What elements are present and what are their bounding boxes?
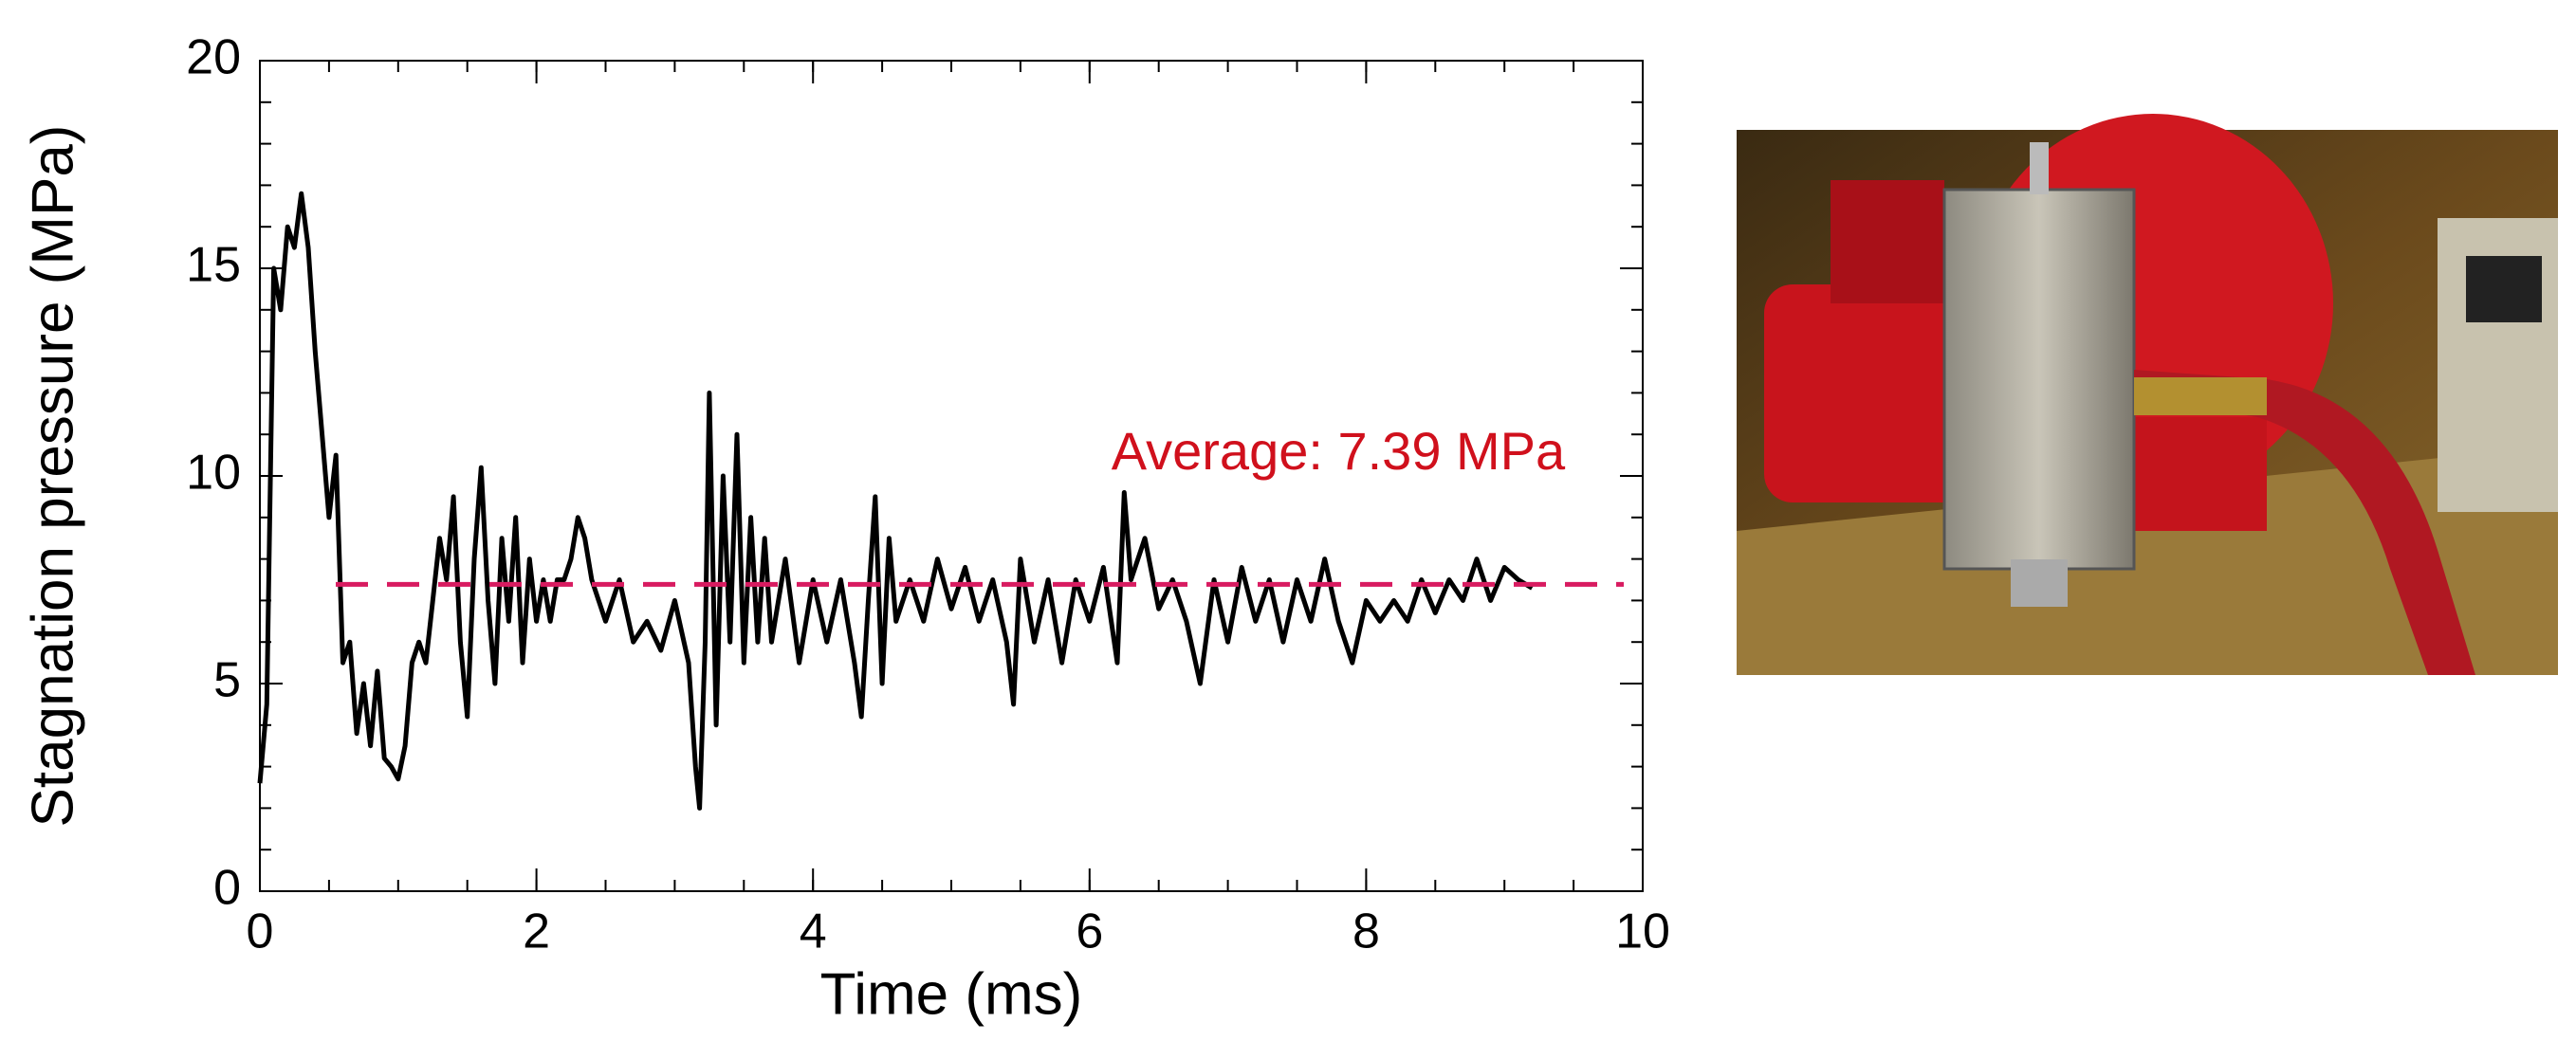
pin bbox=[2030, 142, 2049, 194]
bench bbox=[1737, 446, 2558, 675]
x-tick-label: 2 bbox=[523, 904, 550, 959]
x-tick-label: 4 bbox=[800, 904, 827, 959]
instrument-display bbox=[2466, 256, 2542, 322]
y-tick-label: 5 bbox=[213, 653, 241, 708]
photo bbox=[1737, 114, 2558, 675]
y-tick-label: 20 bbox=[186, 30, 241, 85]
fitting bbox=[2134, 377, 2267, 415]
y-tick-label: 0 bbox=[213, 861, 241, 916]
average-annotation: Average: 7.39 MPa bbox=[1112, 421, 1566, 481]
x-tick-label: 10 bbox=[1615, 904, 1670, 959]
y-tick-label: 15 bbox=[186, 238, 241, 293]
x-tick-label: 8 bbox=[1352, 904, 1380, 959]
vise-base bbox=[2134, 417, 2267, 531]
x-tick-label: 6 bbox=[1076, 904, 1103, 959]
y-tick-label: 10 bbox=[186, 446, 241, 501]
data-line bbox=[257, 191, 1534, 811]
x-axis-title: Time (ms) bbox=[820, 961, 1083, 1027]
y-axis-title: Stagnation pressure (MPa) bbox=[20, 125, 85, 828]
x-tick-label: 0 bbox=[247, 904, 274, 959]
vise-top bbox=[1831, 180, 1944, 303]
nozzle-tip bbox=[2011, 559, 2068, 607]
vise-jaw bbox=[1764, 284, 2001, 502]
nozzle-block bbox=[1942, 188, 2136, 571]
